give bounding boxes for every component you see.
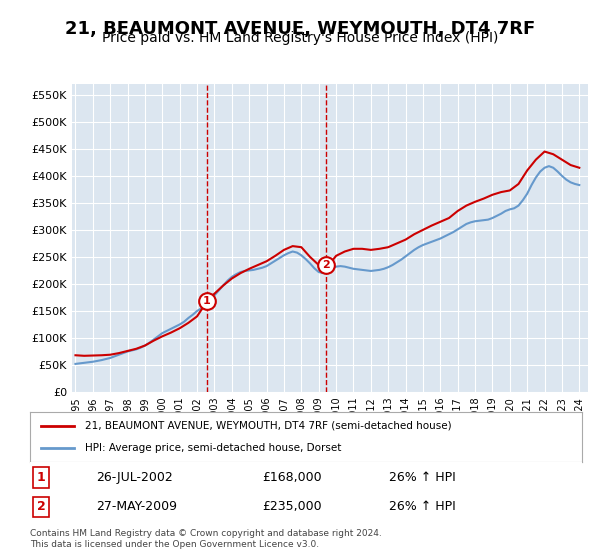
Text: HPI: Average price, semi-detached house, Dorset: HPI: Average price, semi-detached house,… [85,443,341,453]
Text: 2: 2 [322,260,330,270]
Text: 26% ↑ HPI: 26% ↑ HPI [389,471,455,484]
Text: 1: 1 [37,471,46,484]
Text: Price paid vs. HM Land Registry's House Price Index (HPI): Price paid vs. HM Land Registry's House … [102,31,498,45]
Text: 1: 1 [203,296,211,306]
Text: £235,000: £235,000 [262,501,322,514]
Text: Contains HM Land Registry data © Crown copyright and database right 2024.
This d: Contains HM Land Registry data © Crown c… [30,529,382,549]
Text: 27-MAY-2009: 27-MAY-2009 [96,501,177,514]
Text: £168,000: £168,000 [262,471,322,484]
Text: 21, BEAUMONT AVENUE, WEYMOUTH, DT4 7RF (semi-detached house): 21, BEAUMONT AVENUE, WEYMOUTH, DT4 7RF (… [85,421,452,431]
Text: 2: 2 [37,501,46,514]
Text: 26-JUL-2002: 26-JUL-2002 [96,471,173,484]
Text: 21, BEAUMONT AVENUE, WEYMOUTH, DT4 7RF: 21, BEAUMONT AVENUE, WEYMOUTH, DT4 7RF [65,20,535,38]
Text: 26% ↑ HPI: 26% ↑ HPI [389,501,455,514]
